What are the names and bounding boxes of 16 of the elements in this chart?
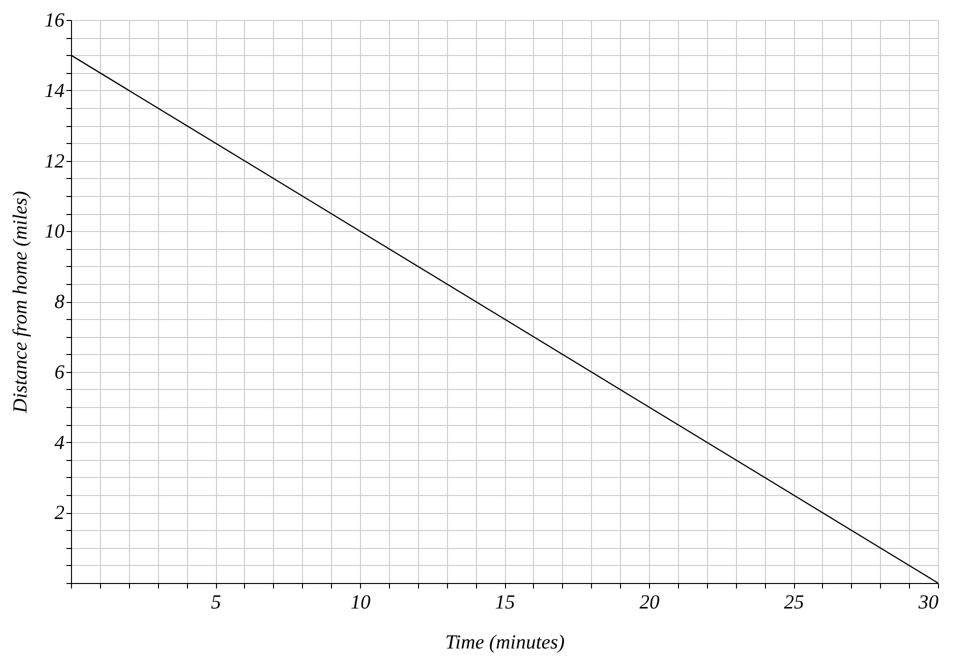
x-axis-title: Time (minutes)	[445, 632, 566, 654]
x-tick-label: 25	[784, 592, 804, 614]
x-tick-label: 15	[495, 592, 515, 614]
x-tick-label: 5	[211, 592, 221, 614]
y-tick-label: 10	[44, 220, 64, 243]
y-tick-label: 4	[54, 432, 64, 454]
y-tick-label: 12	[44, 150, 64, 172]
x-tick-label: 30	[918, 592, 938, 614]
y-axis-title: Distance from home (miles)	[10, 190, 32, 414]
y-tick-label: 2	[54, 502, 64, 524]
y-tick-label: 16	[44, 10, 64, 32]
y-tick-label: 14	[44, 80, 64, 102]
y-tick-label: 6	[54, 361, 64, 384]
x-tick-label: 10	[350, 592, 370, 614]
y-tick-label: 8	[54, 291, 64, 313]
x-tick-label: 20	[640, 592, 660, 614]
